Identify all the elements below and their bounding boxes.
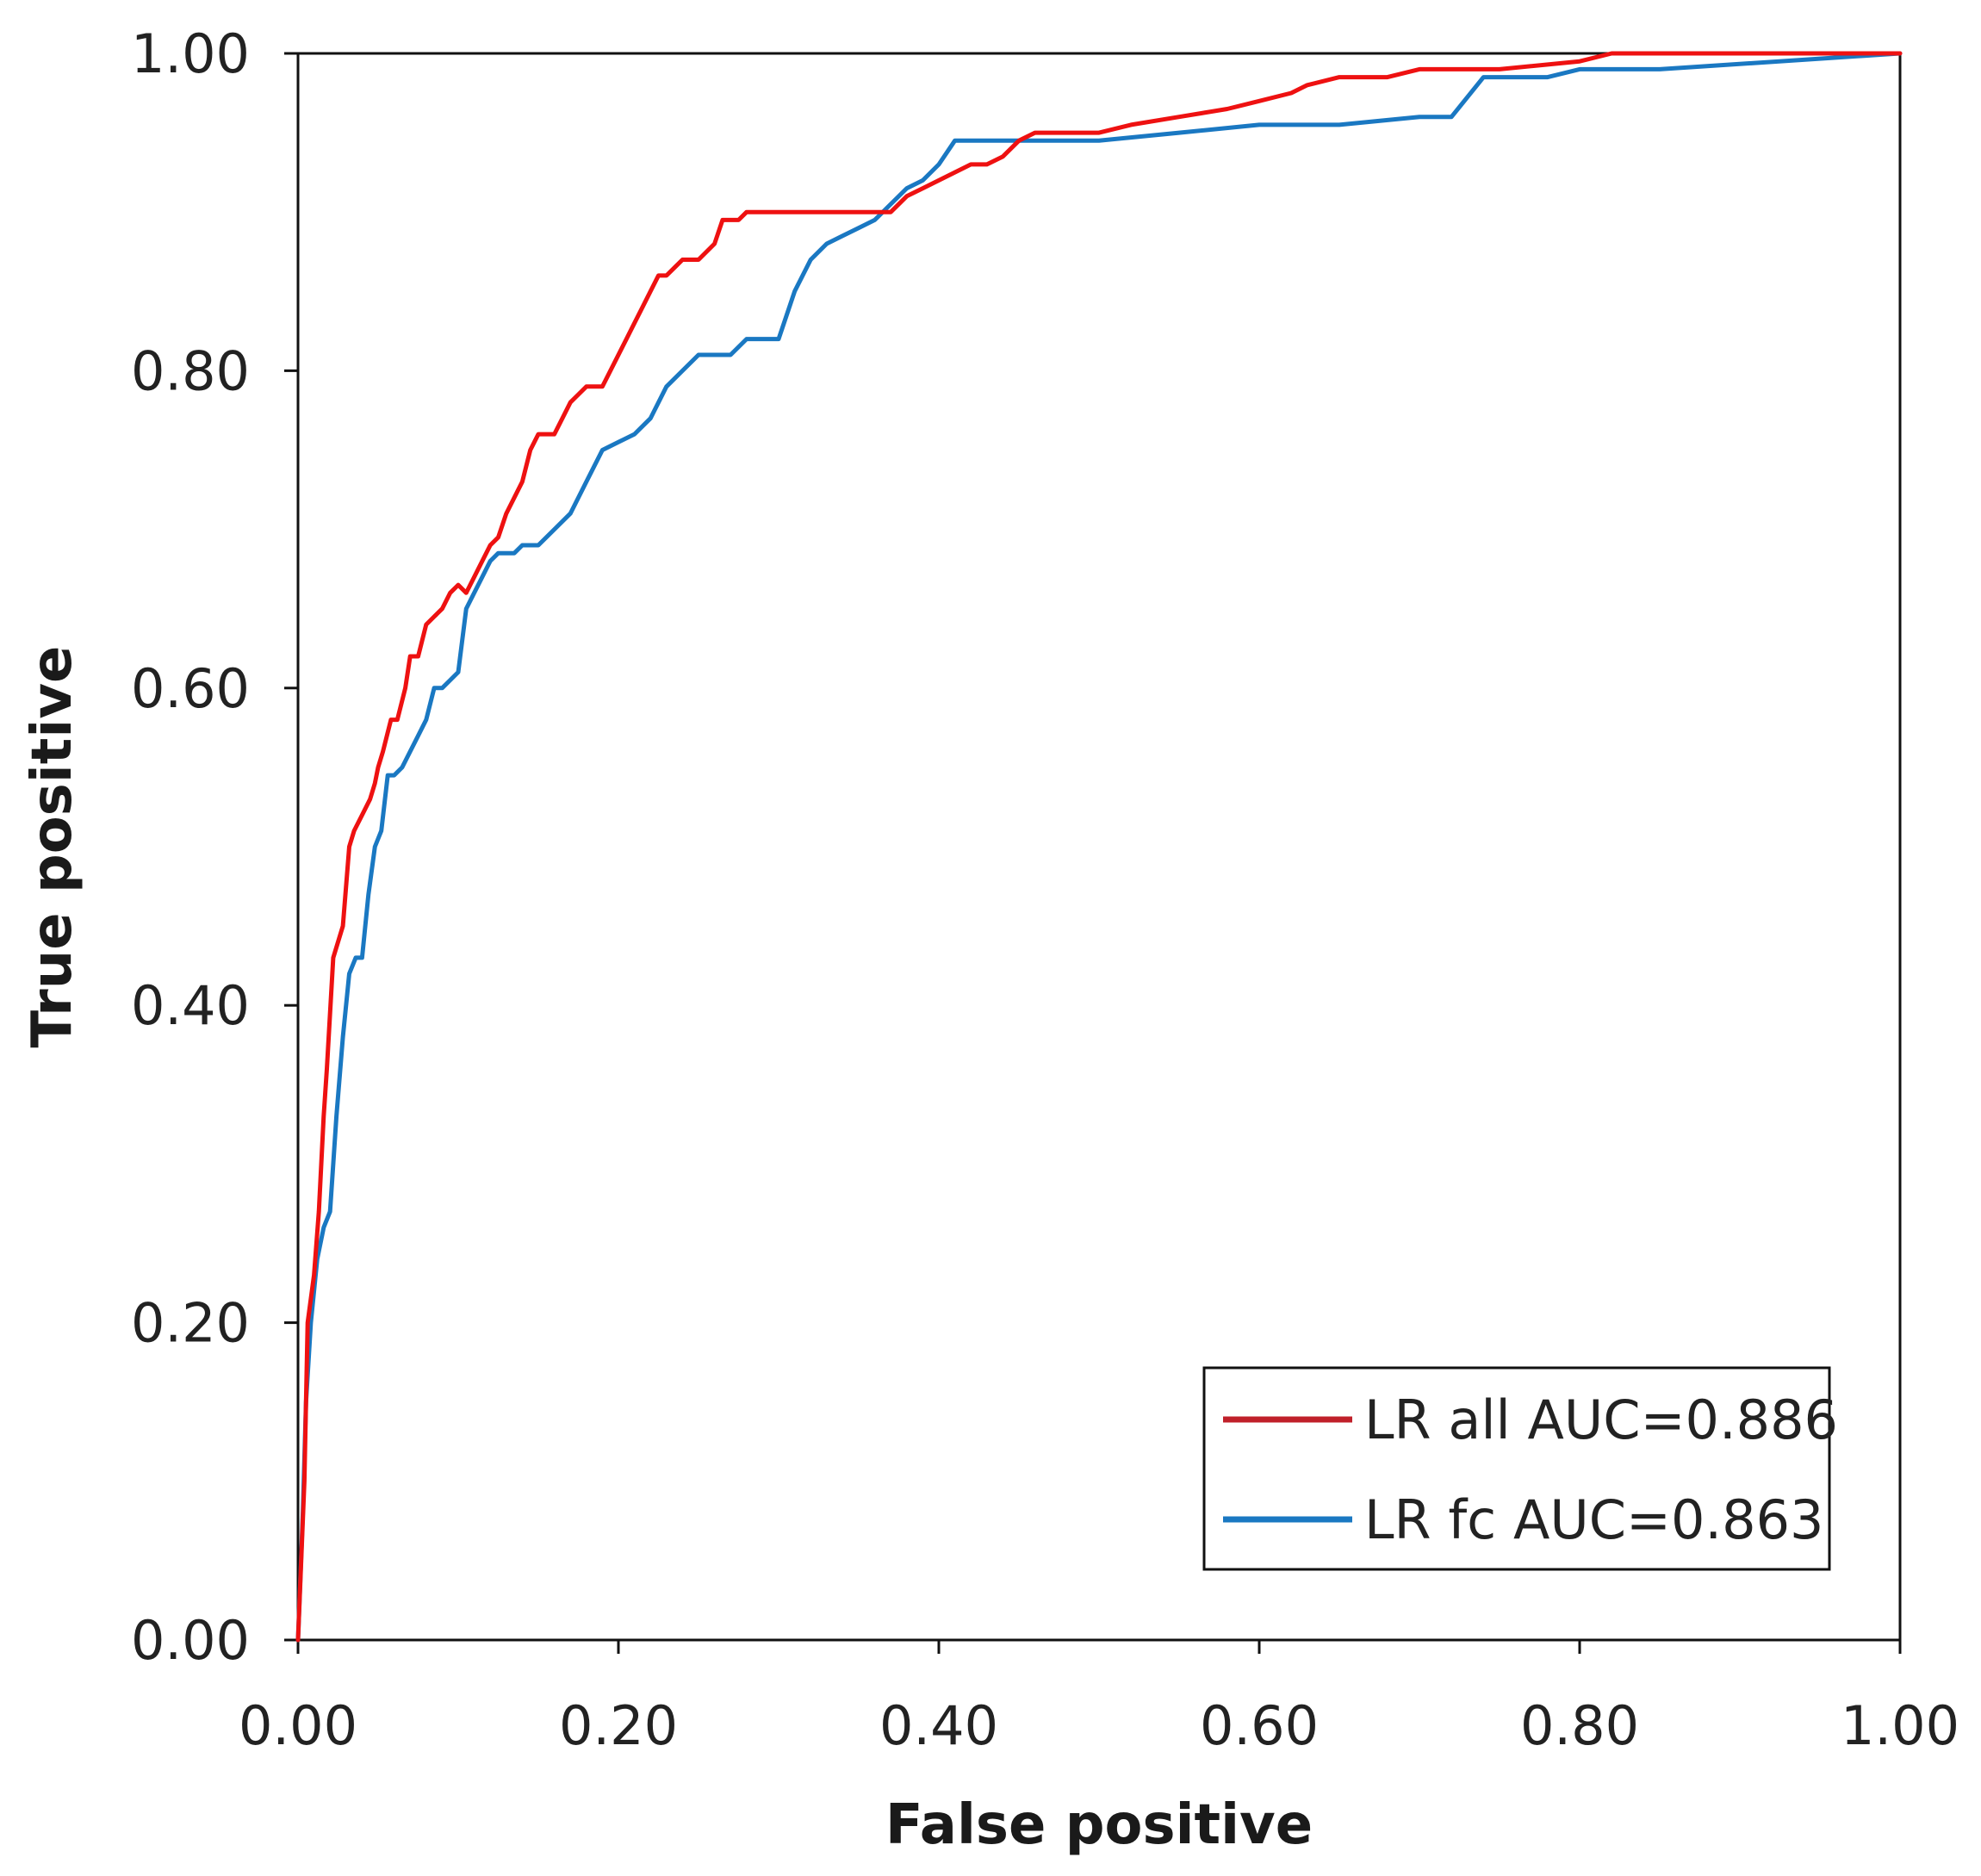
x-tick-label: 0.00 xyxy=(239,1694,357,1757)
legend: LR all AUC=0.886 LR fc AUC=0.863 xyxy=(1202,1366,1838,1571)
y-tick-label: 0.40 xyxy=(131,974,250,1037)
x-tick-label: 0.80 xyxy=(1520,1694,1639,1757)
legend-box xyxy=(1202,1366,1831,1571)
legend-label-lr-fc: LR fc AUC=0.863 xyxy=(1364,1488,1823,1551)
series-line-lr-all xyxy=(295,51,1903,1643)
y-tick-label: 0.20 xyxy=(131,1292,250,1355)
x-tick-label: 1.00 xyxy=(1841,1694,1959,1757)
series-layer xyxy=(295,51,1903,1643)
y-axis: 0.00 0.20 0.40 0.60 0.80 1.00 xyxy=(131,22,298,1672)
y-tick-label: 1.00 xyxy=(131,22,250,85)
y-tick-label: 0.80 xyxy=(131,339,250,402)
x-tick-label: 0.40 xyxy=(879,1694,998,1757)
x-tick-label: 0.20 xyxy=(559,1694,678,1757)
y-tick-label: 0.00 xyxy=(131,1609,250,1672)
series-line-lr-fc xyxy=(295,51,1903,1643)
x-axis: 0.00 0.20 0.40 0.60 0.80 1.00 xyxy=(239,1640,1959,1757)
y-axis-title: True positive xyxy=(21,646,84,1048)
legend-label-lr-all: LR all AUC=0.886 xyxy=(1364,1388,1838,1451)
x-axis-title: False positive xyxy=(885,1793,1313,1857)
x-tick-label: 0.60 xyxy=(1200,1694,1319,1757)
y-tick-label: 0.60 xyxy=(131,657,250,720)
